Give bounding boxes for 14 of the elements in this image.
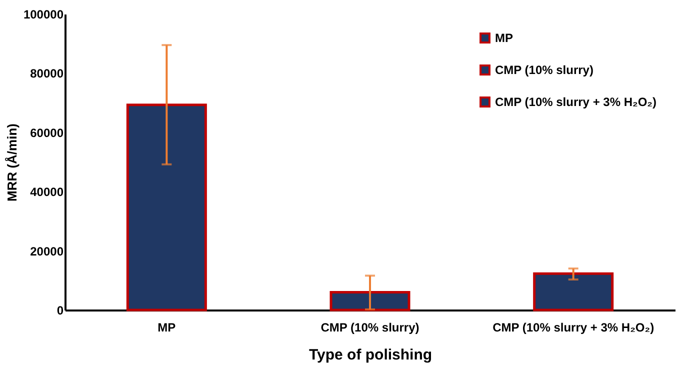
legend-label: MP [495, 31, 513, 45]
y-tick-label: 20000 [30, 244, 64, 258]
y-tick-label: 100000 [23, 8, 64, 22]
legend-label: CMP (10% slurry + 3% H₂O₂) [495, 95, 656, 109]
y-tick-label: 40000 [30, 185, 64, 200]
y-tick-label: 60000 [30, 126, 64, 140]
x-tick-label: CMP (10% slurry + 3% H₂O₂) [492, 320, 654, 334]
x-tick-label: MP [158, 320, 176, 334]
legend-label: CMP (10% slurry) [495, 63, 594, 77]
y-tick-label: 0 [56, 304, 64, 318]
y-axis-title: MRR (Å/min) [4, 124, 20, 202]
y-tick-label: 80000 [30, 66, 64, 81]
x-axis-title: Type of polishing [308, 346, 432, 364]
x-tick-label: CMP (10% slurry) [320, 320, 420, 334]
